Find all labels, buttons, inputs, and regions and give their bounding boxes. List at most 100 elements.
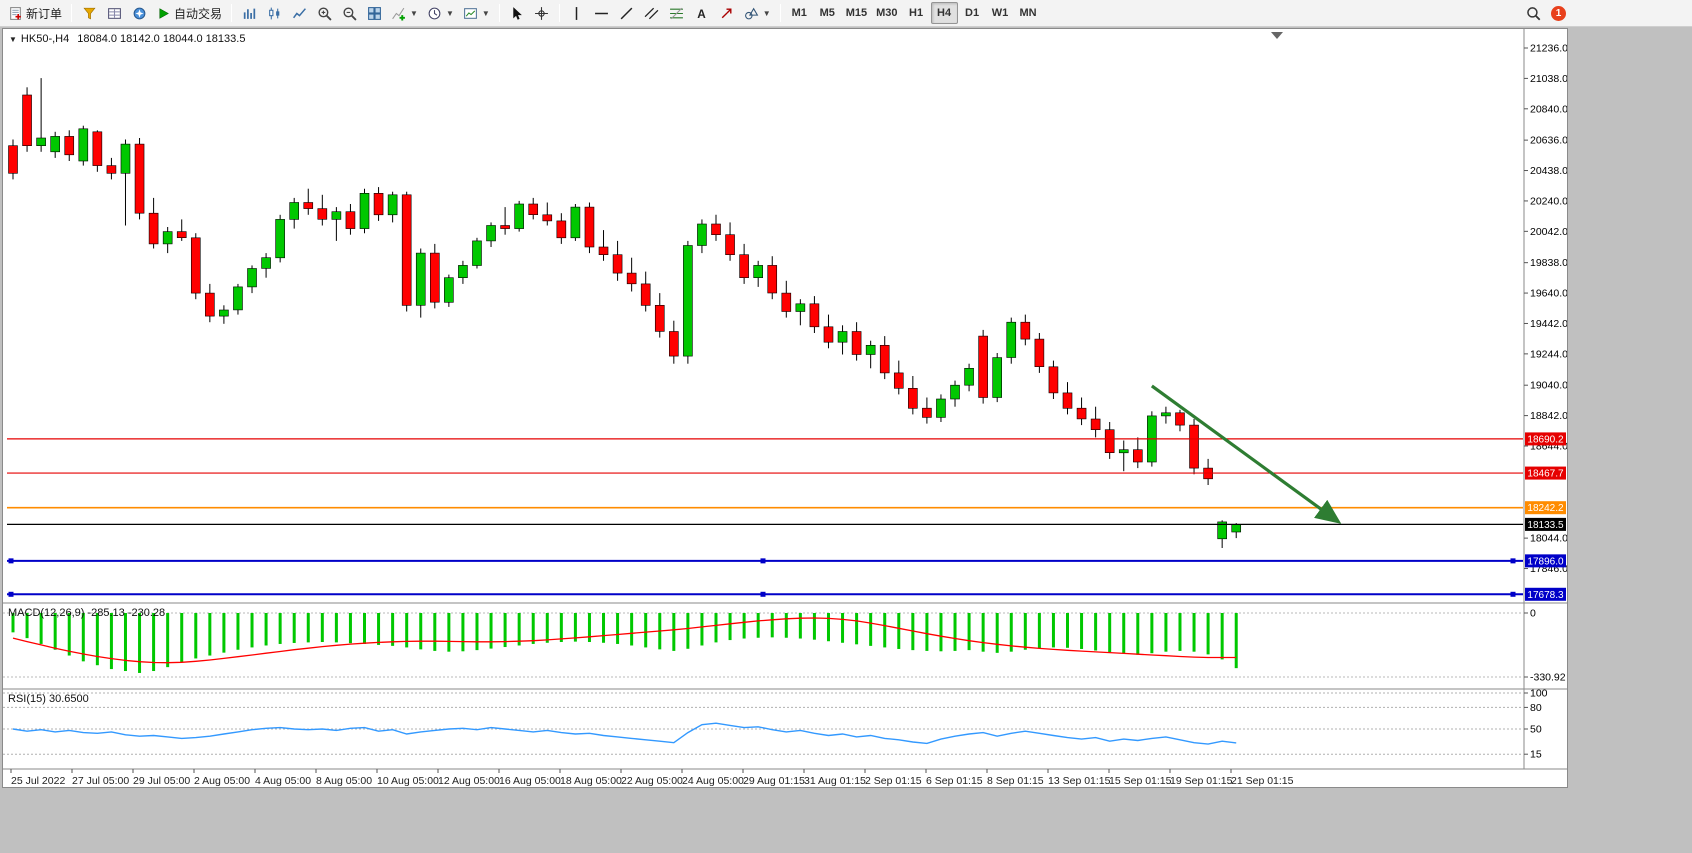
tf-m15-label: M15 [845,7,868,19]
text-button[interactable]: A [690,2,714,24]
hline-blue-17896-0-handle[interactable] [1510,558,1516,564]
channel-button[interactable] [640,2,664,24]
price-tag-18467-7: 18467.7 [1525,466,1566,480]
rsi-label-row: RSI(15) 30.6500 [8,693,89,705]
new-order-button-label: 新订单 [26,6,63,21]
trendline-button[interactable] [615,2,639,24]
svg-text:A: A [698,7,707,20]
rsi-axis-label: 50 [1530,724,1542,736]
periods-button[interactable]: ▼ [423,2,458,24]
fibo-icon [669,6,684,21]
crosshair-button[interactable] [530,2,554,24]
candle-chart-button[interactable] [262,2,286,24]
zoom-out-button[interactable] [337,2,361,24]
date-tick-label: 25 Jul 2022 [11,775,65,787]
cursor-button[interactable] [505,2,529,24]
chevron-down-icon: ▼ [445,8,454,18]
hline-blue-17678-3-handle[interactable] [8,591,14,597]
date-tick-label: 2 Aug 05:00 [194,775,250,787]
hline-blue-17678-3-handle[interactable] [1510,591,1516,597]
autotrade-button[interactable]: 自动交易 [152,2,226,24]
tf-m30-label: M30 [876,7,898,19]
arrows-button[interactable] [715,2,739,24]
tf-h4[interactable]: H4 [930,2,958,24]
tf-d1-label: D1 [965,7,980,19]
vline-icon [569,6,584,21]
chart-shift-marker[interactable] [1271,32,1283,39]
tf-m15[interactable]: M15 [842,2,871,24]
market-watch-icon [82,6,97,21]
chevron-down-icon: ▼ [410,8,418,18]
hline-blue-17896-0-handle[interactable] [8,558,14,564]
data-window-button[interactable] [102,2,126,24]
bar-chart-icon [242,6,257,21]
price-tick-label: 20438.0 [1530,165,1567,177]
tf-m30[interactable]: M30 [872,2,901,24]
date-tick-label: 6 Sep 01:15 [926,775,983,787]
chart-menu-icon[interactable]: ▼ [9,35,17,44]
price-tick-label: 19838.0 [1530,257,1567,269]
price-tick-label: 19244.0 [1530,348,1567,360]
tf-mn-label: MN [1019,7,1037,19]
tf-w1[interactable]: W1 [987,2,1014,24]
hline-blue-17678-3-handle[interactable] [760,591,766,597]
toolbar-separator [779,4,781,22]
macd-axis-label: 0 [1530,608,1536,620]
macd-label-row: MACD(12,26,9) -285.13 -230.28 [8,607,165,619]
new-order-icon [8,6,23,21]
tf-m1[interactable]: M1 [786,2,813,24]
price-tag-18133-5: 18133.5 [1525,517,1566,531]
price-tick-label: 20240.0 [1530,195,1567,207]
tf-d1[interactable]: D1 [959,2,986,24]
date-tick-label: 22 Aug 05:00 [621,775,683,787]
tile-windows-icon [367,6,382,21]
search-button[interactable] [1521,2,1545,24]
date-tick-label: 12 Aug 05:00 [438,775,500,787]
trend-arrow[interactable] [1150,384,1342,524]
date-tick-label: 18 Aug 05:00 [560,775,622,787]
toolbar-right-group: 1 [1521,2,1566,24]
svg-text:18133.5: 18133.5 [1527,520,1564,531]
notification-badge[interactable]: 1 [1551,5,1566,21]
tf-mn[interactable]: MN [1015,2,1042,24]
template-icon [463,6,478,21]
chart-window-hk50-h4[interactable]: 21236.0 21038.0 20840.0 20636.0 20438.0 20240… [2,28,1568,788]
tf-m5[interactable]: M5 [814,2,841,24]
price-tick-label: 18842.0 [1530,410,1567,422]
macd-axis-label: -330.92 [1530,671,1566,683]
trendline-icon [619,6,634,21]
macd-histogram [11,613,1238,673]
horizontal-line-button[interactable] [590,2,614,24]
main-toolbar: 新订单 自动交易 ▼ ▼ ▼ A ▼ M1 M5 M15 M30 H1 H4 D1 W1 MN 1 [0,0,1692,27]
vertical-line-button[interactable] [565,2,589,24]
new-order-button[interactable]: 新订单 [4,2,66,24]
macd-main-value: -285.13 [87,607,125,619]
chart-canvas[interactable]: 21236.0 21038.0 20840.0 20636.0 20438.0 20240… [3,29,1567,787]
zoom-out-icon [342,6,357,21]
navigator-button[interactable] [127,2,151,24]
svg-text:18467.7: 18467.7 [1527,469,1564,480]
market-watch-button[interactable] [77,2,101,24]
shapes-icon [744,6,759,21]
tf-m5-label: M5 [819,7,835,19]
line-chart-button[interactable] [287,2,311,24]
tf-h1[interactable]: H1 [903,2,930,24]
price-tag-17896-0: 17896.0 [1525,554,1566,568]
svg-text:17896.0: 17896.0 [1527,556,1564,567]
shapes-button[interactable]: ▼ [740,2,775,24]
zoom-in-button[interactable] [312,2,336,24]
date-tick-label: 8 Sep 01:15 [987,775,1044,787]
indicators-button[interactable]: ▼ [387,2,422,24]
templates-button[interactable]: ▼ [459,2,494,24]
hline-blue-17896-0-handle[interactable] [760,558,766,564]
fibonacci-button[interactable] [665,2,689,24]
price-tick-label: 21236.0 [1530,43,1567,55]
date-tick-label: 2 Sep 01:15 [865,775,922,787]
price-tag-17678-3: 17678.3 [1525,587,1566,601]
rsi-label: RSI(15) [8,693,46,705]
cursor-icon [509,6,524,21]
tile-windows-button[interactable] [362,2,386,24]
bar-chart-button[interactable] [237,2,261,24]
date-tick-label: 29 Aug 01:15 [743,775,805,787]
rsi-axis-label: 100 [1530,688,1548,700]
